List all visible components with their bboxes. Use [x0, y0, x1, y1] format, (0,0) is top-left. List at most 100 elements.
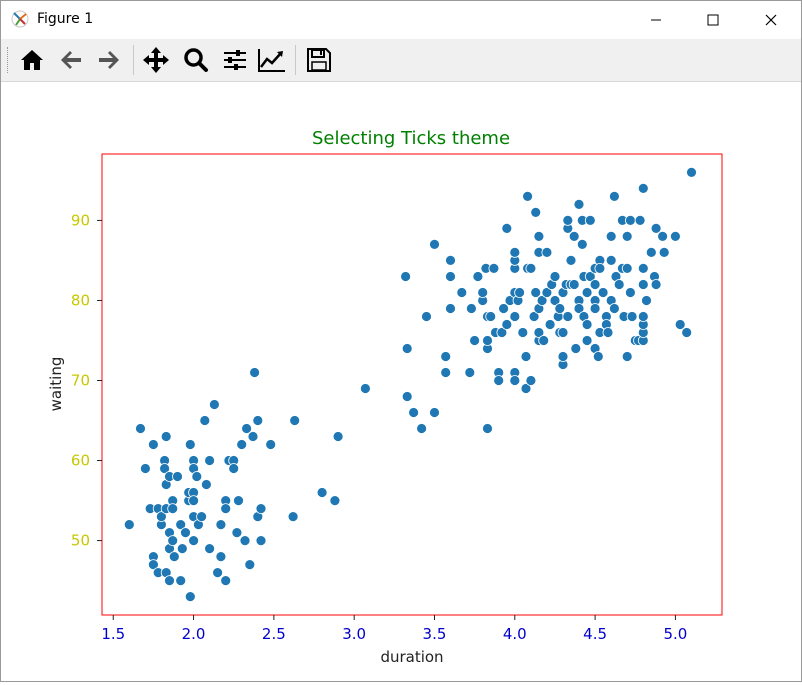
minimize-button[interactable]: [633, 1, 679, 39]
data-point: [469, 335, 481, 346]
data-point: [536, 295, 548, 306]
data-point: [496, 327, 508, 338]
save-button[interactable]: [304, 45, 334, 75]
data-point: [233, 495, 244, 507]
edit-axis-button[interactable]: [257, 45, 287, 75]
data-point: [249, 367, 261, 378]
maximize-button[interactable]: [690, 1, 736, 39]
data-point: [123, 519, 135, 531]
data-point: [184, 439, 196, 450]
data-point: [557, 351, 569, 362]
data-point: [440, 351, 452, 362]
forward-button[interactable]: [94, 45, 124, 75]
data-point: [139, 463, 151, 474]
data-point: [231, 527, 243, 539]
toolbar-grip: [7, 47, 10, 73]
data-point: [557, 327, 569, 338]
data-point: [522, 191, 533, 202]
data-point: [421, 311, 432, 322]
home-icon: [21, 50, 43, 70]
data-point: [637, 262, 649, 274]
data-point: [686, 167, 697, 178]
data-point: [247, 431, 259, 442]
data-point: [650, 279, 662, 290]
data-point: [621, 262, 633, 274]
data-point: [520, 383, 532, 394]
data-point: [525, 375, 537, 386]
data-point: [200, 479, 212, 490]
y-tick-label: 50: [71, 532, 90, 550]
points-layer: [123, 167, 697, 602]
pan-button[interactable]: [141, 45, 171, 75]
data-point: [609, 303, 620, 314]
data-point: [401, 343, 413, 354]
data-point: [488, 262, 500, 274]
close-icon: [765, 14, 777, 26]
floppy-disk-icon: [307, 48, 331, 72]
navigation-toolbar: [1, 39, 801, 82]
data-point: [509, 311, 521, 322]
data-point: [645, 246, 657, 258]
data-point: [592, 351, 604, 362]
data-point: [265, 439, 277, 450]
data-point: [657, 230, 668, 242]
data-point: [244, 559, 256, 571]
zoom-button[interactable]: [181, 45, 211, 75]
data-point: [445, 303, 456, 314]
data-point: [605, 254, 617, 266]
data-point: [147, 559, 159, 571]
data-point: [416, 423, 428, 434]
toolbar-separator: [295, 45, 296, 75]
data-point: [650, 222, 662, 234]
data-point: [549, 271, 561, 282]
data-point: [498, 303, 510, 314]
data-point: [541, 246, 553, 258]
data-point: [626, 311, 638, 322]
home-button[interactable]: [17, 45, 47, 75]
data-point: [191, 471, 203, 482]
data-point: [565, 254, 577, 266]
data-point: [581, 287, 593, 298]
data-point: [400, 271, 412, 282]
configure-subplots-button[interactable]: [220, 45, 250, 75]
x-tick-label: 2.5: [262, 625, 286, 643]
y-tick-label: 60: [71, 452, 90, 470]
data-point: [613, 279, 625, 290]
data-point: [568, 279, 580, 290]
x-tick-label: 2.0: [182, 625, 206, 643]
y-axis-label: waiting: [47, 357, 65, 412]
data-point: [477, 287, 489, 298]
data-point: [199, 415, 211, 426]
close-button[interactable]: [748, 1, 794, 39]
data-point: [525, 262, 537, 274]
data-point: [252, 415, 264, 426]
data-point: [236, 439, 248, 450]
data-point: [255, 503, 267, 515]
data-point: [208, 399, 220, 410]
back-button[interactable]: [56, 45, 86, 75]
data-point: [167, 503, 179, 515]
trend-chart-icon: [258, 49, 285, 72]
data-point: [541, 287, 553, 298]
data-point: [584, 214, 596, 226]
zoom-icon: [184, 48, 208, 72]
data-point: [147, 439, 159, 450]
data-point: [637, 311, 649, 322]
data-point: [501, 222, 513, 234]
data-point: [445, 254, 456, 266]
figure-canvas[interactable]: Selecting Ticks theme 1.5 2.0 2.5 3.0 3.5 4.0…: [1, 82, 801, 681]
toolbar-separator: [133, 45, 134, 75]
data-point: [204, 543, 216, 555]
data-point: [239, 535, 251, 547]
data-point: [241, 423, 253, 434]
data-point: [332, 431, 344, 442]
chart-title: Selecting Ticks theme: [312, 128, 510, 149]
y-tick-label: 70: [71, 371, 90, 389]
data-point: [581, 335, 593, 346]
data-point: [440, 367, 452, 378]
data-point: [472, 271, 484, 282]
data-point: [172, 471, 183, 482]
data-point: [514, 287, 525, 298]
data-point: [228, 463, 240, 474]
